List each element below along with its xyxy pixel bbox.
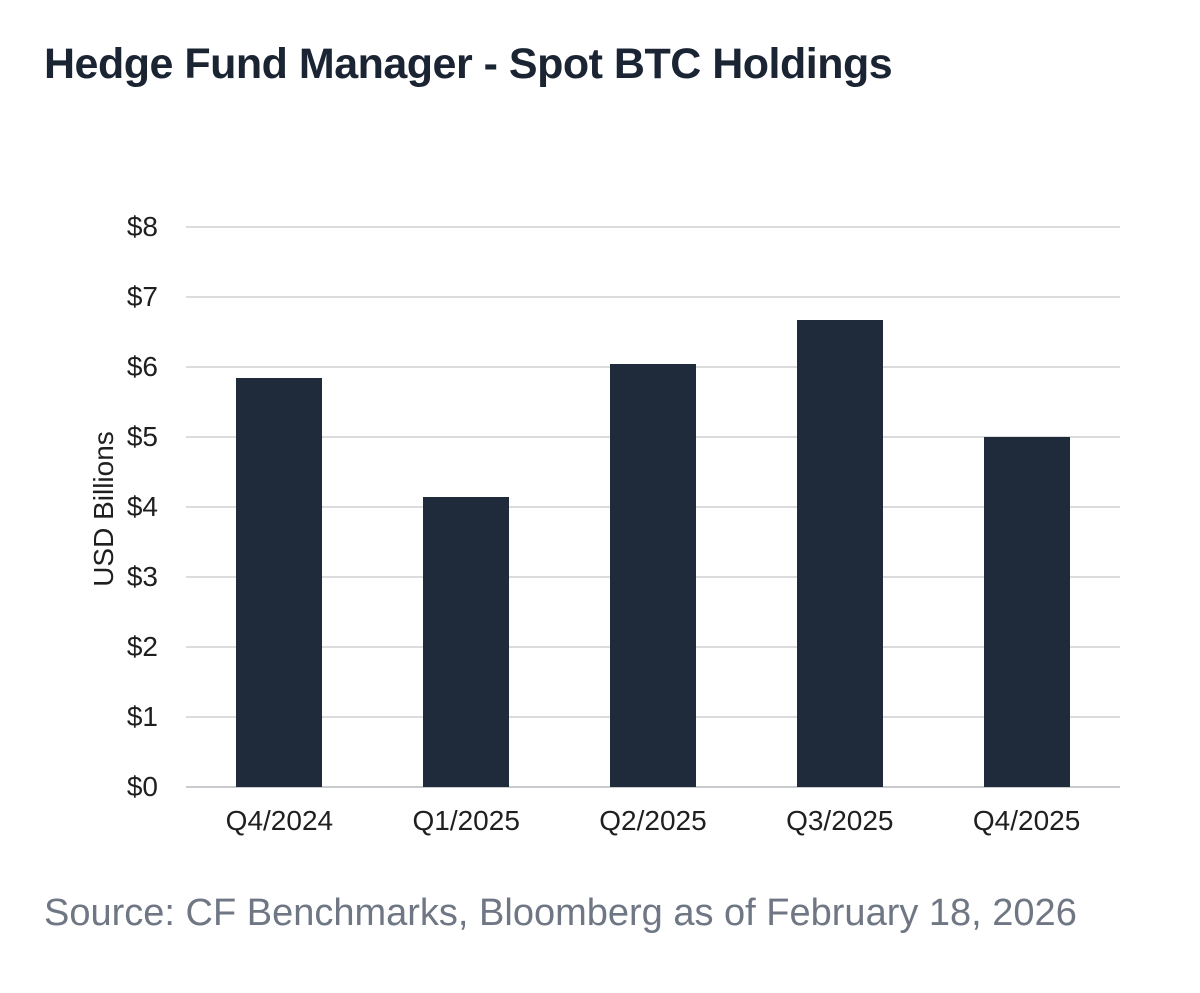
y-tick-label: $6	[126, 351, 158, 382]
bar-q4-2025	[983, 437, 1070, 787]
y-tick-label: $5	[126, 421, 158, 452]
x-tick-label: Q4/2024	[225, 805, 334, 836]
x-tick-label: Q3/2025	[786, 805, 894, 836]
y-tick-label: $3	[126, 561, 158, 592]
bar-q3-2025	[796, 320, 883, 787]
y-tick-label: $1	[126, 701, 158, 732]
y-tick-label: $0	[126, 771, 158, 802]
y-tick-label: $4	[126, 491, 158, 522]
y-tick-label: $8	[126, 211, 158, 242]
x-tick-label: Q1/2025	[412, 805, 520, 836]
bar-q2-2025	[610, 363, 696, 787]
y-tick-label: $7	[126, 281, 158, 312]
x-tick-label: Q2/2025	[599, 805, 707, 836]
bar-q4-2024	[236, 377, 323, 787]
gridline	[186, 226, 1120, 228]
bar-q1-2025	[423, 496, 510, 787]
source-note: Source: CF Benchmarks, Bloomberg as of F…	[44, 892, 1077, 934]
y-tick-label: $2	[126, 631, 158, 662]
gridline	[186, 296, 1120, 298]
x-axis-baseline	[186, 786, 1120, 788]
plot-area	[186, 226, 1120, 788]
chart-title: Hedge Fund Manager - Spot BTC Holdings	[44, 40, 893, 88]
x-tick-label: Q4/2025	[972, 805, 1081, 836]
